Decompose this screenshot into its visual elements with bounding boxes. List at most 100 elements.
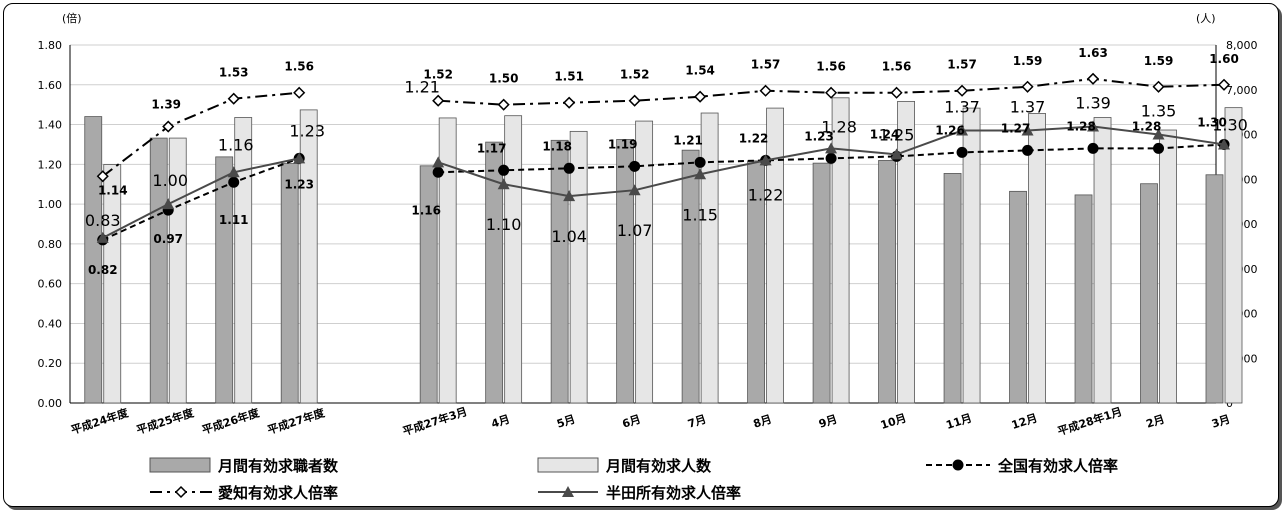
zenkoku-data-label: 1.28	[1132, 119, 1162, 133]
marker-zenkoku	[432, 166, 444, 178]
bar-job-seekers	[215, 156, 234, 404]
handa-data-label: 1.35	[1141, 102, 1177, 121]
bar-job-seekers	[747, 160, 765, 404]
marker-handa	[162, 198, 175, 210]
category-label: 12月	[1010, 411, 1039, 431]
series-line-circle	[102, 157, 300, 241]
marker-zenkoku	[1153, 142, 1165, 154]
marker-handa	[1087, 120, 1100, 132]
handa-data-label: 1.37	[1010, 98, 1046, 117]
aichi-data-label: 1.14	[98, 183, 128, 197]
aichi-data-label: 1.51	[554, 70, 584, 84]
aichi-data-label: 1.57	[751, 58, 781, 72]
category-label: 平成27年度	[266, 405, 328, 437]
bar-job-seekers	[485, 141, 504, 404]
category-label: 平成25年度	[135, 405, 197, 437]
handa-data-label: 1.25	[879, 125, 915, 144]
marker-zenkoku	[629, 160, 641, 172]
zenkoku-data-label: 1.16	[411, 203, 441, 217]
marker-aichi	[497, 98, 510, 111]
left-tick-label: 0.20	[38, 357, 63, 370]
bar-job-offers	[299, 109, 318, 404]
marker-aichi	[628, 94, 641, 107]
category-label: 平成24年度	[69, 405, 131, 437]
marker-handa	[890, 148, 903, 160]
legend-label-aichi: 愛知有効求人倍率	[218, 484, 338, 502]
zenkoku-data-label: 1.30	[1197, 115, 1227, 129]
handa-data-label: 1.07	[617, 221, 653, 240]
legend-swatch-job-seekers	[149, 457, 211, 473]
zenkoku-data-label: 1.22	[739, 131, 769, 145]
zenkoku-data-label: 1.18	[542, 139, 572, 153]
handa-data-label: 1.30	[1212, 115, 1248, 134]
category-label: 2月	[1145, 413, 1167, 431]
aichi-data-label: 1.60	[1209, 52, 1239, 66]
category-label: 7月	[686, 413, 708, 431]
zenkoku-data-label: 1.11	[219, 213, 249, 227]
marker-aichi	[96, 170, 109, 183]
marker-zenkoku	[1087, 142, 1099, 154]
zenkoku-data-label: 1.26	[935, 123, 965, 137]
right-axis-unit: (人)	[1196, 12, 1216, 25]
handa-data-label: 1.15	[682, 205, 718, 224]
aichi-data-label: 1.59	[1013, 54, 1043, 68]
marker-handa	[1021, 124, 1034, 136]
zenkoku-data-label: 0.82	[88, 263, 118, 277]
aichi-data-label: 1.53	[219, 66, 249, 80]
left-tick-label: 0.00	[38, 397, 63, 410]
category-label: 3月	[1210, 413, 1232, 431]
marker-aichi	[1086, 72, 1100, 85]
right-tick-label: 0	[1226, 397, 1233, 410]
marker-aichi	[1152, 80, 1165, 93]
marker-aichi	[825, 86, 838, 99]
category-label: 4月	[490, 413, 512, 431]
category-label: 平成27年3月	[401, 404, 469, 438]
left-tick-label: 0.40	[38, 317, 63, 330]
marker-handa	[759, 154, 772, 166]
category-label: 6月	[621, 413, 643, 431]
zenkoku-data-label: 1.21	[673, 133, 703, 147]
legend-marker-aichi	[174, 485, 188, 499]
marker-handa	[432, 156, 445, 168]
zenkoku-data-label: 1.27	[1001, 121, 1031, 135]
legend-swatch-job-offers	[537, 457, 599, 473]
marker-handa	[227, 166, 240, 178]
bar-job-offers	[504, 115, 523, 404]
handa-data-label: 1.37	[944, 98, 980, 117]
bar-job-offers	[1159, 129, 1177, 404]
bar-job-seekers	[84, 116, 103, 404]
category-label: 8月	[752, 413, 774, 431]
marker-handa	[956, 124, 969, 136]
marker-aichi	[227, 92, 240, 105]
marker-zenkoku	[956, 146, 968, 158]
marker-aichi	[1217, 78, 1231, 91]
bar-job-offers	[438, 117, 457, 404]
series-line-triangle	[102, 157, 300, 239]
marker-zenkoku	[825, 152, 837, 164]
bar-job-offers	[168, 137, 187, 404]
aichi-data-label: 1.52	[423, 68, 453, 82]
bar-job-seekers	[681, 149, 700, 404]
aichi-data-label: 1.63	[1078, 46, 1108, 60]
legend-label-zenkoku: 全国有効求人倍率	[997, 457, 1118, 475]
marker-handa	[825, 142, 838, 154]
zenkoku-data-label: 1.23	[804, 129, 834, 143]
bar-job-seekers	[550, 139, 569, 404]
handa-data-label: 1.22	[748, 185, 784, 204]
aichi-data-label: 1.39	[151, 98, 181, 112]
bar-job-seekers	[1009, 190, 1027, 404]
zenkoku-data-label: 1.23	[284, 177, 314, 191]
aichi-data-label: 1.56	[882, 60, 912, 74]
handa-data-label: 1.04	[551, 227, 587, 246]
marker-handa	[628, 184, 641, 196]
marker-aichi	[759, 84, 772, 97]
legend-marker-zenkoku	[952, 459, 964, 471]
zenkoku-data-label: 0.97	[153, 232, 183, 246]
handa-data-label: 1.39	[1075, 94, 1111, 113]
marker-aichi	[955, 84, 969, 97]
marker-handa	[497, 178, 510, 190]
right-tick-label: 8,000	[1226, 39, 1258, 52]
marker-aichi	[1021, 80, 1034, 93]
left-tick-label: 1.40	[38, 119, 63, 132]
marker-zenkoku	[694, 156, 706, 168]
